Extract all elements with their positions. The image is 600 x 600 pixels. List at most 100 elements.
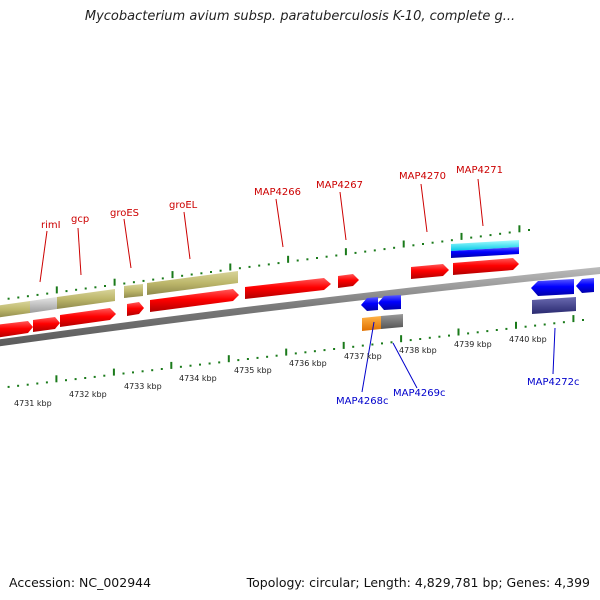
- label-MAP4272c[interactable]: MAP4272c: [527, 377, 579, 388]
- label-MAP4267[interactable]: MAP4267: [316, 180, 363, 191]
- minor-tick: [534, 324, 537, 327]
- label-gcp[interactable]: gcp: [71, 214, 89, 225]
- leader-groES: [123, 218, 132, 269]
- kbp-label: 4732 kbp: [69, 390, 107, 399]
- minor-tick: [17, 384, 20, 387]
- major-tick: [572, 315, 575, 323]
- major-tick: [285, 348, 288, 356]
- gene-groES[interactable]: [127, 302, 144, 316]
- major-tick: [515, 321, 517, 329]
- minor-tick: [335, 254, 338, 257]
- minor-tick: [428, 336, 431, 339]
- minor-tick: [277, 262, 280, 265]
- gene-MAP4267[interactable]: [338, 274, 359, 288]
- label-MAP4269c[interactable]: MAP4269c: [393, 388, 445, 399]
- minor-tick: [296, 259, 299, 262]
- kbp-label: 4735 kbp: [234, 366, 272, 375]
- minor-tick: [275, 354, 278, 357]
- minor-tick: [361, 344, 364, 347]
- minor-tick: [582, 319, 584, 321]
- gene-MAP4269c-grey[interactable]: [381, 314, 403, 329]
- label-MAP4271[interactable]: MAP4271: [456, 165, 503, 176]
- kbp-label: 4737 kbp: [344, 352, 382, 361]
- minor-tick: [371, 343, 374, 346]
- label-MAP4268c[interactable]: MAP4268c: [336, 396, 388, 407]
- leader-MAP4268c: [361, 321, 375, 393]
- minor-tick: [123, 282, 126, 285]
- gene-gcp-faded-2[interactable]: [57, 289, 115, 309]
- minor-tick: [258, 264, 261, 267]
- gene-MAP4272c[interactable]: [531, 279, 574, 296]
- gene-MAP4272c-navy[interactable]: [532, 297, 576, 314]
- map-title: Mycobacterium avium subsp. paratuberculo…: [84, 9, 516, 24]
- minor-tick: [373, 249, 376, 252]
- minor-tick: [142, 279, 145, 282]
- gene-groES-upstream[interactable]: [60, 308, 116, 327]
- gene-MAP4268c[interactable]: [361, 297, 378, 311]
- label-rimI[interactable]: rimI: [41, 220, 61, 231]
- minor-tick: [161, 277, 164, 280]
- gene-MAP4272c-right[interactable]: [576, 278, 594, 293]
- leader-groEL: [183, 211, 191, 260]
- kbp-scale-labels: 4731 kbp 4732 kbp 4733 kbp 4734 kbp 4735…: [14, 335, 547, 408]
- gene-MAP4271[interactable]: [453, 258, 519, 275]
- minor-tick: [132, 281, 135, 284]
- label-groEL[interactable]: groEL: [169, 200, 198, 211]
- gene-MAP4269c[interactable]: [378, 295, 401, 310]
- gene-gcp[interactable]: [33, 317, 60, 332]
- minor-tick: [323, 349, 326, 352]
- gene-groEL-faded[interactable]: [147, 271, 238, 295]
- minor-tick: [505, 327, 508, 330]
- minor-tick: [122, 372, 125, 375]
- minor-tick: [199, 363, 201, 366]
- leader-MAP4267: [339, 191, 347, 241]
- minor-tick: [524, 325, 527, 328]
- gene-MAP4266[interactable]: [245, 278, 331, 299]
- kbp-label: 4736 kbp: [289, 359, 327, 368]
- gene-groEL[interactable]: [150, 289, 239, 312]
- leader-MAP4270: [420, 183, 428, 233]
- major-tick: [344, 248, 347, 256]
- minor-tick: [470, 236, 473, 239]
- kbp-label: 4734 kbp: [179, 374, 217, 383]
- major-tick: [457, 328, 460, 336]
- minor-tick: [75, 288, 78, 291]
- label-groES[interactable]: groES: [110, 208, 139, 219]
- minor-tick: [422, 243, 424, 245]
- major-tick: [55, 375, 58, 383]
- minor-tick: [495, 329, 498, 331]
- minor-tick: [141, 370, 144, 373]
- tick-marks: [7, 225, 584, 388]
- gene-rimI[interactable]: [0, 321, 33, 338]
- gene-MAP4271-cyan[interactable]: [451, 240, 519, 251]
- minor-tick: [36, 293, 39, 296]
- minor-tick: [543, 323, 546, 326]
- gene-MAP4270[interactable]: [411, 264, 449, 279]
- gene-rimI-faded[interactable]: [0, 301, 30, 318]
- gene-MAP4268c-orange[interactable]: [362, 316, 381, 331]
- minor-tick: [218, 361, 221, 364]
- gene-gcp-faded[interactable]: [30, 297, 57, 313]
- gene-groES-faded[interactable]: [124, 284, 143, 298]
- label-leaders: [39, 178, 556, 393]
- minor-tick: [441, 240, 444, 243]
- minor-tick: [528, 229, 530, 231]
- minor-tick: [248, 265, 251, 268]
- leader-rimI: [39, 230, 48, 283]
- minor-tick: [104, 285, 106, 287]
- gene-MAP4271-blue[interactable]: [451, 247, 519, 258]
- major-tick: [460, 232, 463, 240]
- minor-tick: [7, 297, 10, 300]
- label-MAP4266[interactable]: MAP4266: [254, 187, 301, 198]
- minor-tick: [190, 273, 193, 276]
- major-tick: [227, 355, 230, 363]
- minor-tick: [65, 379, 67, 382]
- minor-tick: [448, 334, 450, 337]
- minor-tick: [181, 274, 184, 277]
- label-MAP4270[interactable]: MAP4270: [399, 171, 446, 182]
- forward-gene-labels: rimI gcp groES groEL MAP4266 MAP4267 MAP…: [41, 165, 503, 231]
- leader-MAP4271: [477, 178, 484, 227]
- minor-tick: [553, 322, 556, 325]
- minor-tick: [103, 374, 106, 377]
